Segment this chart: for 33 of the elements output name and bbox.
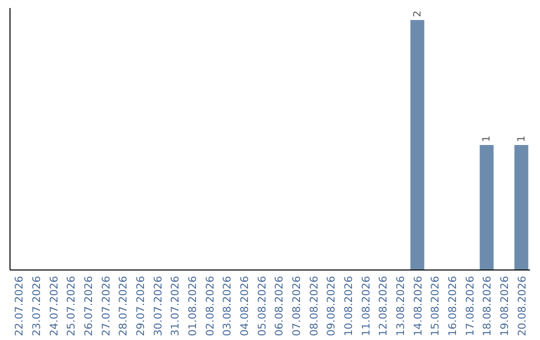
x-tick-label: 30.07.2026	[152, 276, 164, 336]
x-tick-label: 27.07.2026	[100, 276, 112, 336]
x-tick-label: 03.08.2026	[222, 276, 234, 336]
x-tick-label: 28.07.2026	[118, 276, 130, 336]
x-tick-label: 07.08.2026	[291, 276, 303, 336]
x-tick-label: 18.08.2026	[482, 276, 494, 336]
data-label: 2	[412, 10, 424, 17]
x-tick-label: 11.08.2026	[360, 276, 372, 336]
x-tick-label: 06.08.2026	[274, 276, 286, 336]
x-tick-label: 01.08.2026	[187, 276, 199, 336]
x-tick-label: 17.08.2026	[464, 276, 476, 336]
x-tick-label: 26.07.2026	[83, 276, 95, 336]
x-tick-label: 04.08.2026	[239, 276, 251, 336]
x-tick-label: 15.08.2026	[430, 276, 442, 336]
x-tick-label: 25.07.2026	[66, 276, 78, 336]
x-tick-label: 24.07.2026	[48, 276, 60, 336]
x-tick-label: 08.08.2026	[308, 276, 320, 336]
x-tick-label: 19.08.2026	[499, 276, 511, 336]
x-tick-label: 31.07.2026	[170, 276, 182, 336]
x-tick-label: 29.07.2026	[135, 276, 147, 336]
x-tick-label: 20.08.2026	[516, 276, 528, 336]
x-tick-label: 13.08.2026	[395, 276, 407, 336]
data-label: 1	[516, 136, 528, 142]
x-tick-label: 05.08.2026	[256, 276, 268, 336]
x-tick-label: 14.08.2026	[412, 276, 424, 336]
x-tick-label: 10.08.2026	[343, 276, 355, 336]
data-label: 1	[482, 136, 493, 142]
x-tick-label: 02.08.2026	[204, 276, 216, 336]
x-tick-label: 12.08.2026	[378, 276, 390, 336]
x-tick-label: 16.08.2026	[447, 276, 459, 336]
x-tick-label: 09.08.2026	[326, 276, 338, 336]
x-tick-label: 22.07.2026	[14, 276, 26, 336]
x-tick-label: 23.07.2026	[31, 276, 43, 336]
